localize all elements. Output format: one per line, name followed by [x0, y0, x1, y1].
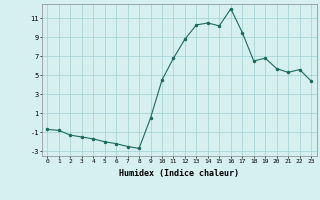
X-axis label: Humidex (Indice chaleur): Humidex (Indice chaleur)	[119, 169, 239, 178]
